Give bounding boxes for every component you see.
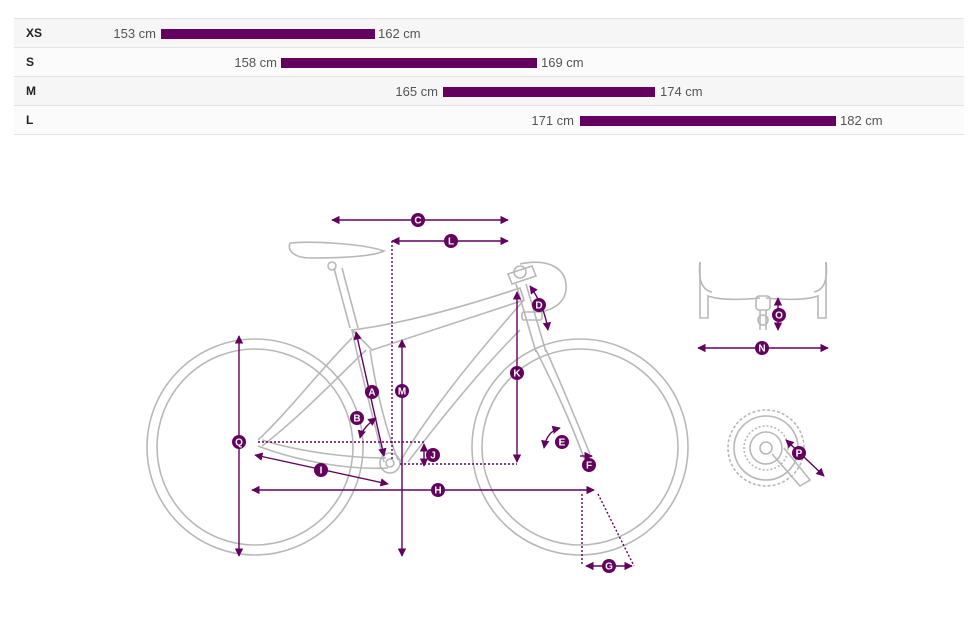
svg-text:E: E — [559, 438, 566, 449]
height-min: 165 cm — [395, 84, 438, 99]
seat-stay — [257, 337, 367, 447]
handlebar-front-view — [698, 261, 828, 330]
label-e: E — [555, 435, 569, 449]
dimension-labels: A B C D E F G H I J K L M N O P Q — [232, 213, 806, 573]
seatpost — [333, 267, 359, 329]
label-a: A — [365, 385, 379, 399]
label-q: Q — [232, 435, 246, 449]
size-row-l: L 171 cm 182 cm — [14, 106, 964, 135]
size-label: XS — [26, 26, 43, 40]
label-n: N — [755, 341, 769, 355]
svg-text:P: P — [796, 449, 803, 460]
height-min: 158 cm — [234, 55, 277, 70]
bottom-bracket — [379, 452, 401, 474]
label-m: M — [395, 384, 409, 398]
height-min: 171 cm — [531, 113, 574, 128]
top-tube — [350, 286, 526, 351]
size-row-s: S 158 cm 169 cm — [14, 48, 964, 77]
stem — [506, 265, 538, 285]
height-range-bar — [161, 29, 375, 39]
rear-wheel — [146, 338, 364, 556]
height-max: 162 cm — [378, 26, 421, 41]
svg-text:Q: Q — [235, 438, 243, 449]
svg-text:H: H — [434, 486, 441, 497]
rear-wheel-rim — [156, 348, 354, 546]
size-label: M — [26, 84, 36, 98]
label-i: I — [314, 463, 328, 477]
svg-text:D: D — [535, 301, 542, 312]
label-j: J — [426, 448, 440, 462]
label-d: D — [532, 298, 546, 312]
svg-text:I: I — [320, 466, 323, 477]
height-range-bar — [443, 87, 655, 97]
height-range-bar — [580, 116, 836, 126]
svg-text:F: F — [586, 461, 592, 472]
label-b: B — [350, 411, 364, 425]
size-label: S — [26, 55, 35, 69]
label-g: G — [602, 559, 616, 573]
svg-text:J: J — [430, 451, 436, 462]
bike-drawing — [146, 241, 689, 556]
svg-text:O: O — [775, 311, 783, 322]
size-row-m: M 165 cm 174 cm — [14, 77, 964, 106]
label-l: L — [444, 234, 458, 248]
height-range-bar — [281, 58, 537, 68]
height-min: 153 cm — [113, 26, 156, 41]
front-wheel-rim — [481, 348, 679, 546]
label-o: O — [772, 308, 786, 322]
fork — [535, 349, 591, 459]
seatpost-clamp — [327, 261, 337, 271]
svg-text:L: L — [448, 237, 454, 248]
label-k: K — [510, 366, 524, 380]
label-h: H — [431, 483, 445, 497]
front-wheel — [471, 338, 689, 556]
height-max: 182 cm — [840, 113, 883, 128]
label-p: P — [792, 446, 806, 460]
svg-text:B: B — [353, 414, 360, 425]
size-label: L — [26, 113, 34, 127]
size-row-xs: XS 153 cm 162 cm — [14, 19, 964, 48]
label-f: F — [582, 458, 596, 472]
svg-text:N: N — [758, 344, 765, 355]
svg-text:M: M — [398, 387, 406, 398]
saddle — [288, 241, 387, 259]
height-max: 174 cm — [660, 84, 703, 99]
label-c: C — [411, 213, 425, 227]
down-tube — [399, 299, 525, 463]
svg-text:G: G — [605, 562, 613, 573]
size-chart: XS 153 cm 162 cm S 158 cm 169 cm M 165 c… — [14, 18, 964, 135]
svg-text:C: C — [414, 216, 421, 227]
height-max: 169 cm — [541, 55, 584, 70]
svg-text:K: K — [513, 369, 521, 380]
svg-text:A: A — [368, 388, 375, 399]
